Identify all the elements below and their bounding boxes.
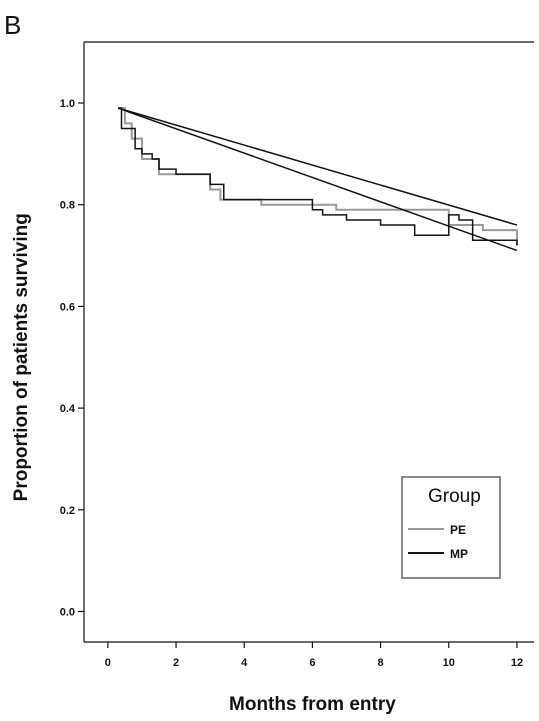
series-line-pe bbox=[118, 107, 518, 246]
y-tick-label: 0.6 bbox=[60, 301, 75, 313]
y-tick-label: 0.0 bbox=[60, 606, 75, 618]
legend-box bbox=[401, 476, 501, 579]
x-tick-label: 4 bbox=[241, 657, 248, 669]
legend-label-mp: MP bbox=[450, 547, 468, 561]
y-axis-title: Proportion of patients surviving bbox=[11, 213, 32, 501]
panel-label: B bbox=[4, 10, 21, 40]
x-tick-label: 6 bbox=[309, 657, 315, 669]
x-tick-label: 10 bbox=[443, 657, 455, 669]
legend: Group PE MP bbox=[401, 476, 501, 579]
y-tick-label: 0.2 bbox=[60, 505, 75, 517]
y-axis: 0.0 0.2 0.4 0.6 0.8 1.0 bbox=[60, 98, 84, 618]
x-axis-title: Months from entry bbox=[229, 694, 396, 715]
trend-line-2 bbox=[117, 107, 518, 226]
series-line-mp bbox=[118, 107, 518, 246]
y-tick-label: 1.0 bbox=[60, 98, 75, 110]
x-tick-label: 2 bbox=[173, 657, 179, 669]
x-axis: 0 2 4 6 8 10 12 bbox=[105, 642, 523, 669]
legend-title: Group bbox=[428, 486, 481, 507]
trend-line-3 bbox=[117, 107, 518, 252]
x-tick-label: 12 bbox=[511, 657, 523, 669]
x-tick-label: 8 bbox=[378, 657, 384, 669]
legend-label-pe: PE bbox=[450, 523, 466, 537]
x-tick-label: 0 bbox=[105, 657, 111, 669]
series-layer bbox=[117, 107, 518, 252]
y-tick-label: 0.8 bbox=[60, 200, 75, 212]
y-tick-label: 0.4 bbox=[60, 403, 76, 415]
